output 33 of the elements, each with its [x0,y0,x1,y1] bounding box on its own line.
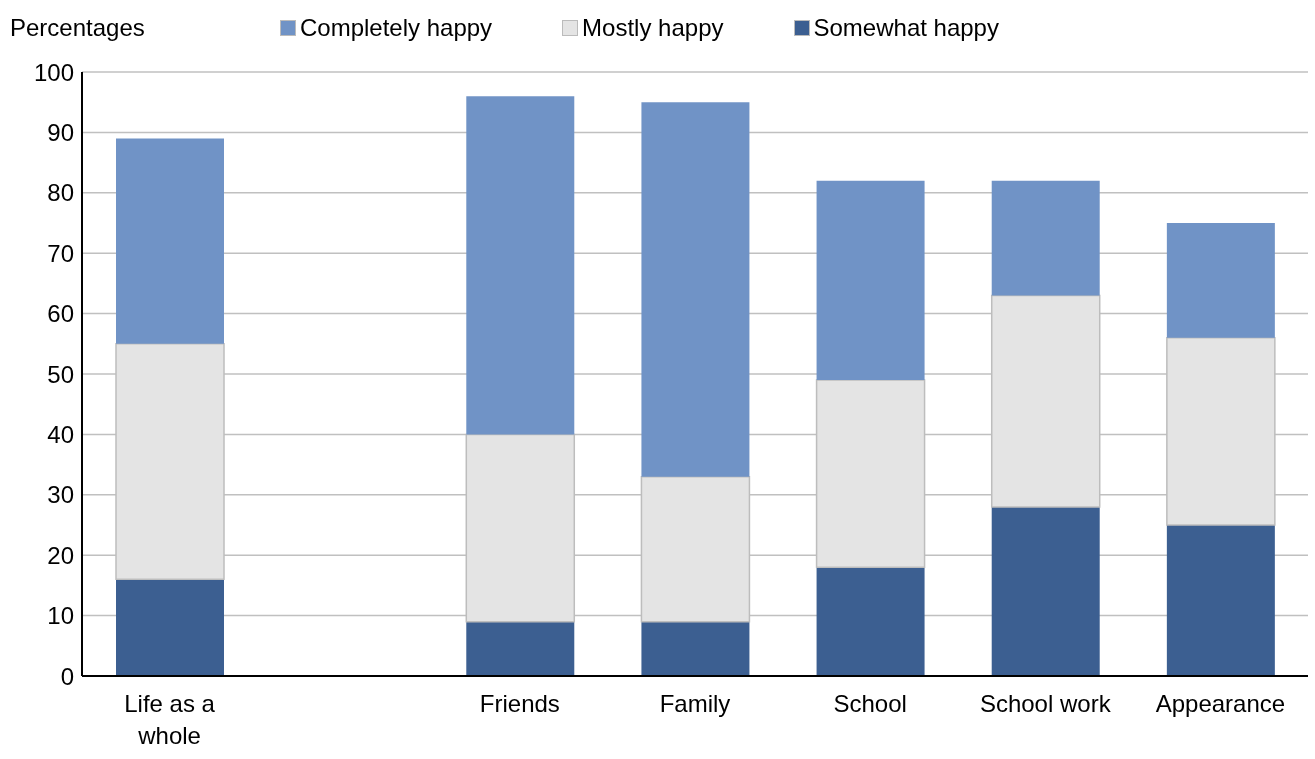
y-tick-label: 40 [47,420,74,448]
y-tick-label: 60 [47,300,74,328]
y-tick-label: 10 [47,602,74,630]
bar [641,102,750,477]
y-tick-label: 0 [60,662,74,690]
bar [116,138,224,344]
y-tick-label: 100 [33,58,74,86]
bar [466,96,575,435]
bar [116,579,224,676]
bar [816,567,925,676]
y-tick-label: 80 [47,179,74,207]
legend-label: Mostly happy [582,14,724,42]
bar [466,621,575,676]
bar [816,180,925,381]
bar [1166,525,1275,676]
x-tick-label: Family [659,690,731,717]
y-tick-label: 90 [47,118,74,146]
bar [991,180,1100,296]
legend-label: Somewhat happy [813,14,999,42]
x-tick-label: Appearance [1155,690,1286,717]
bar [641,621,750,676]
y-axis-title: Percentages [10,14,145,42]
y-tick-label: 50 [47,360,74,388]
x-tick-label: School work [979,690,1112,717]
x-tick-label: School [833,690,907,717]
y-tick-label: 30 [47,481,74,509]
x-tick-label: Friends [479,690,560,717]
bar [991,506,1100,676]
x-tick-label: Life as a whole [124,690,216,749]
y-tick-label: 20 [47,541,74,569]
y-tick-label: 70 [47,239,74,267]
bar [1166,223,1275,338]
legend-label: Completely happy [300,14,493,42]
